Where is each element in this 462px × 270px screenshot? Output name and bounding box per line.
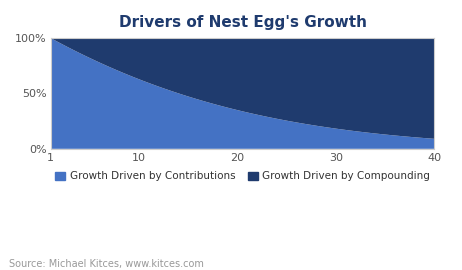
Legend: Growth Driven by Contributions, Growth Driven by Compounding: Growth Driven by Contributions, Growth D…	[51, 167, 434, 186]
Text: Source: Michael Kitces, www.kitces.com: Source: Michael Kitces, www.kitces.com	[9, 259, 204, 269]
Title: Drivers of Nest Egg's Growth: Drivers of Nest Egg's Growth	[119, 15, 366, 30]
